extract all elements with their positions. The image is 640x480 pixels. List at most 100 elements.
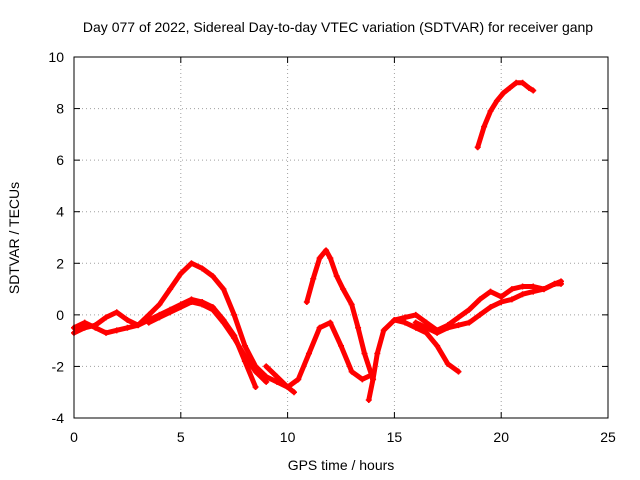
x-tick-label: 15 bbox=[387, 429, 403, 445]
data-point bbox=[303, 298, 310, 305]
x-tick-label: 0 bbox=[70, 429, 78, 445]
satellite-track-10 bbox=[474, 79, 537, 151]
data-point bbox=[365, 396, 372, 403]
data-point bbox=[241, 353, 248, 360]
satellite-track-4 bbox=[263, 319, 377, 391]
data-point bbox=[423, 324, 430, 331]
data-point bbox=[402, 314, 409, 321]
y-tick-labels: -4 -2 0 2 4 6 8 10 bbox=[48, 49, 64, 426]
data-point bbox=[519, 283, 526, 290]
data-point bbox=[474, 144, 481, 151]
data-point bbox=[434, 342, 441, 349]
data-point bbox=[506, 84, 513, 91]
data-point bbox=[525, 84, 532, 91]
x-tick-label: 10 bbox=[280, 429, 296, 445]
satellite-track-3-line bbox=[146, 299, 269, 385]
data-point bbox=[263, 363, 270, 370]
data-point bbox=[380, 327, 387, 334]
satellite-track-5 bbox=[303, 247, 377, 383]
data-point bbox=[551, 280, 558, 287]
data-point bbox=[530, 288, 537, 295]
data-point bbox=[316, 324, 323, 331]
data-point bbox=[476, 311, 483, 318]
x-tick-label: 25 bbox=[600, 429, 616, 445]
data-point bbox=[558, 280, 565, 287]
data-point bbox=[327, 319, 334, 326]
data-point bbox=[519, 291, 526, 298]
data-point bbox=[167, 309, 174, 316]
data-point bbox=[444, 324, 451, 331]
data-point bbox=[135, 322, 142, 329]
data-point bbox=[402, 319, 409, 326]
data-point bbox=[81, 324, 88, 331]
data-point bbox=[498, 298, 505, 305]
data-point bbox=[359, 376, 366, 383]
axis-ticks bbox=[73, 56, 609, 419]
data-point bbox=[113, 327, 120, 334]
data-point bbox=[103, 329, 110, 336]
data-point bbox=[92, 324, 99, 331]
data-point bbox=[145, 311, 152, 318]
data-point bbox=[327, 255, 334, 262]
y-tick-label: 0 bbox=[56, 307, 64, 323]
data-point bbox=[481, 123, 488, 130]
data-point bbox=[466, 319, 473, 326]
data-point bbox=[316, 255, 323, 262]
data-point bbox=[113, 309, 120, 316]
data-point bbox=[295, 376, 302, 383]
data-point bbox=[370, 376, 377, 383]
y-tick-label: -4 bbox=[52, 410, 65, 426]
y-tick-label: 8 bbox=[56, 101, 64, 117]
data-point bbox=[487, 304, 494, 311]
data-point bbox=[310, 275, 317, 282]
data-point bbox=[508, 296, 515, 303]
data-point bbox=[188, 260, 195, 267]
data-point bbox=[455, 368, 462, 375]
y-tick-label: 2 bbox=[56, 255, 64, 271]
data-point bbox=[391, 317, 398, 324]
data-point bbox=[455, 314, 462, 321]
data-point bbox=[498, 293, 505, 300]
data-point bbox=[220, 319, 227, 326]
data-point bbox=[167, 286, 174, 293]
data-point bbox=[103, 314, 110, 321]
data-point bbox=[177, 270, 184, 277]
data-point bbox=[145, 319, 152, 326]
y-tick-label: 6 bbox=[56, 152, 64, 168]
data-point bbox=[355, 324, 362, 331]
data-point bbox=[423, 329, 430, 336]
data-point bbox=[305, 350, 312, 357]
data-point bbox=[530, 87, 537, 94]
data-point bbox=[156, 301, 163, 308]
data-point bbox=[284, 384, 291, 391]
data-point bbox=[540, 286, 547, 293]
data-point bbox=[220, 286, 227, 293]
data-point bbox=[412, 324, 419, 331]
data-point bbox=[340, 286, 347, 293]
x-tick-label: 20 bbox=[493, 429, 509, 445]
data-point bbox=[412, 319, 419, 326]
y-tick-label: 10 bbox=[48, 49, 64, 65]
data-point bbox=[252, 384, 259, 391]
data-point bbox=[81, 319, 88, 326]
data-point bbox=[374, 350, 381, 357]
data-point bbox=[199, 265, 206, 272]
data-point bbox=[434, 329, 441, 336]
data-point bbox=[348, 368, 355, 375]
data-point bbox=[508, 286, 515, 293]
grid-lines bbox=[74, 57, 608, 418]
data-point bbox=[231, 335, 238, 342]
satellite-track-3 bbox=[145, 298, 270, 385]
data-point bbox=[348, 301, 355, 308]
data-point bbox=[487, 108, 494, 115]
data-point bbox=[487, 288, 494, 295]
data-series bbox=[71, 79, 565, 403]
data-point bbox=[231, 311, 238, 318]
data-point bbox=[209, 273, 216, 280]
y-tick-label: 4 bbox=[56, 204, 64, 220]
data-point bbox=[199, 301, 206, 308]
y-tick-label: -2 bbox=[52, 358, 65, 374]
satellite-track-9 bbox=[498, 280, 565, 300]
data-point bbox=[124, 317, 131, 324]
